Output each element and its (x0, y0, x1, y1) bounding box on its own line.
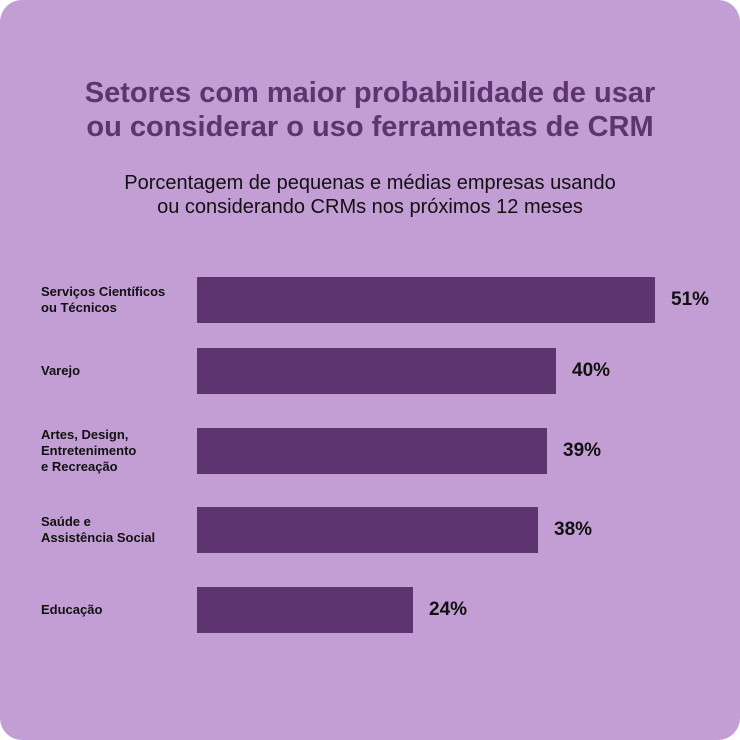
category-label: Educação (41, 587, 191, 633)
bar (197, 428, 547, 474)
bar-value-label: 40% (572, 360, 611, 381)
chart-subtitle-line: Porcentagem de pequenas e médias empresa… (124, 172, 616, 194)
bar-row: Educação 24% (0, 587, 740, 633)
bar (197, 587, 413, 633)
bar (197, 348, 556, 394)
chart-title: Setores com maior probabilidade de usar … (20, 76, 720, 144)
category-label: Varejo (41, 348, 191, 394)
category-label: Serviços Científicos ou Técnicos (41, 277, 191, 323)
bar-row: Saúde e Assistência Social 38% (0, 507, 740, 553)
chart-title-line: Setores com maior probabilidade de usar (84, 77, 656, 109)
category-label-line: Varejo (41, 363, 81, 378)
bar-value-label: 51% (671, 289, 710, 310)
category-label-text: Artes, Design, Entretenimento e Recreação (41, 427, 136, 475)
bar-row: Varejo 40% (0, 348, 740, 394)
bar (197, 507, 538, 553)
bar-value-label: 24% (429, 599, 468, 620)
chart-title-line: ou considerar o uso ferramentas de CRM (86, 111, 654, 143)
category-label-line: Entretenimento (41, 443, 137, 458)
bar-value-label: 38% (554, 519, 593, 540)
category-label-text: Varejo (41, 363, 80, 379)
category-label-line: Assistência Social (41, 530, 156, 545)
category-label-text: Educação (41, 602, 102, 618)
bar-row: Artes, Design, Entretenimento e Recreação 3… (0, 427, 740, 475)
category-label-line: Educação (41, 602, 103, 617)
bar-row: Serviços Científicos ou Técnicos 51% (0, 277, 740, 323)
category-label-text: Saúde e Assistência Social (41, 514, 155, 546)
category-label: Artes, Design, Entretenimento e Recreação (41, 427, 191, 475)
bar (197, 277, 655, 323)
category-label-line: Serviços Científicos (41, 284, 166, 299)
chart-subtitle-line: ou considerando CRMs nos próximos 12 mes… (157, 196, 583, 218)
category-label-line: ou Técnicos (41, 300, 117, 315)
category-label: Saúde e Assistência Social (41, 507, 191, 553)
category-label-line: Saúde e (41, 514, 91, 529)
category-label-line: e Recreação (41, 459, 118, 474)
chart-subtitle: Porcentagem de pequenas e médias empresa… (40, 171, 700, 219)
category-label-text: Serviços Científicos ou Técnicos (41, 284, 165, 316)
bar-value-label: 39% (563, 440, 602, 461)
category-label-line: Artes, Design, (41, 427, 129, 442)
